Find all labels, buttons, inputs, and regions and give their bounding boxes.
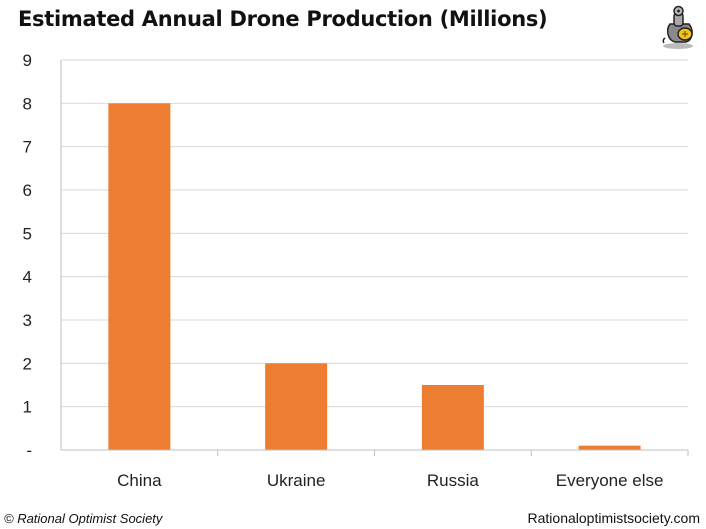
bar: [108, 103, 171, 450]
y-tick-label: 3: [23, 311, 32, 330]
axes: [60, 60, 689, 456]
y-tick-label: 6: [23, 181, 32, 200]
x-tick-label: China: [117, 471, 162, 490]
y-tick-label: 4: [23, 268, 32, 287]
y-tick-label: 1: [23, 398, 32, 417]
y-tick-label: 7: [23, 138, 32, 157]
y-tick-label: 8: [23, 94, 32, 113]
y-tick-labels: - 1 2 3 4 5 6 7 8 9: [23, 51, 32, 460]
robot-mascot-icon: [662, 5, 693, 49]
y-tick-label: 5: [23, 224, 32, 243]
bar-chart: - 1 2 3 4 5 6 7 8 9 China Ukraine Russia Everyone el…: [23, 51, 689, 490]
x-tick-label: Everyone else: [556, 471, 664, 490]
x-tick-label: Ukraine: [267, 471, 326, 490]
x-tick-labels: China Ukraine Russia Everyone else: [117, 471, 663, 490]
copyright-text: © Rational Optimist Society: [4, 511, 163, 526]
website-link[interactable]: Rationaloptimistsociety.com: [527, 510, 700, 526]
bar: [265, 363, 328, 450]
x-tick-label: Russia: [427, 471, 480, 490]
y-tick-label: 9: [23, 51, 32, 70]
y-tick-label: -: [26, 441, 32, 460]
chart-title: Estimated Annual Drone Production (Milli…: [18, 7, 548, 31]
y-tick-label: 2: [23, 354, 32, 373]
bar: [421, 385, 484, 450]
bar: [578, 445, 641, 450]
bars: [108, 103, 641, 450]
